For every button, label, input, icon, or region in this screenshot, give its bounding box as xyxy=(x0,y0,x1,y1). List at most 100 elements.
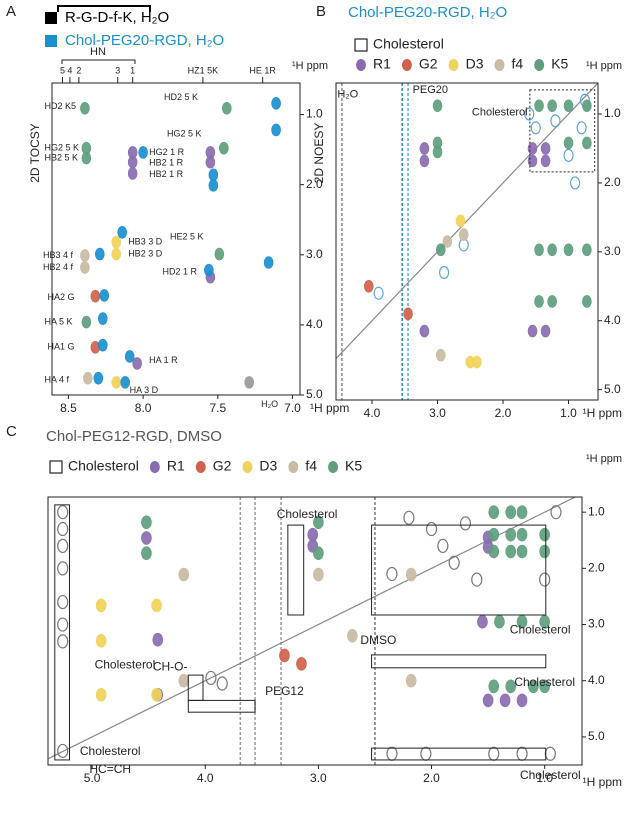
hn-label: HN xyxy=(90,46,106,58)
y-tick-label: 1.0 xyxy=(588,504,605,518)
peak xyxy=(80,261,90,274)
peak xyxy=(386,566,398,582)
y-tick-label: 1.0 xyxy=(306,107,323,121)
peak xyxy=(93,371,104,385)
peak xyxy=(527,154,538,168)
peak xyxy=(152,632,164,647)
peak xyxy=(117,226,128,239)
peak xyxy=(81,315,92,329)
annotation: HA1 G xyxy=(48,342,75,352)
annotation: HA2 G xyxy=(48,292,75,302)
annotation: HD2 5 K xyxy=(164,92,198,102)
peak xyxy=(57,594,69,610)
annotation: HA 5 K xyxy=(45,316,73,326)
annotation: HG2 5 K xyxy=(167,129,202,139)
plot-frame xyxy=(51,82,301,396)
legend-marker xyxy=(49,460,63,474)
peak xyxy=(386,746,398,761)
y-tick-label: 5.0 xyxy=(588,729,605,743)
legend-marker xyxy=(448,59,459,71)
peak xyxy=(524,107,535,121)
peak xyxy=(419,324,430,338)
y-axis-label-right: ¹H ppm xyxy=(586,60,622,72)
legend-label: Cholesterol xyxy=(373,36,444,52)
peak xyxy=(488,505,500,519)
annotation: HB2 4 f xyxy=(43,262,74,272)
peak xyxy=(540,154,551,168)
peak xyxy=(544,746,556,761)
peak xyxy=(432,145,443,159)
peak xyxy=(539,527,550,542)
peak xyxy=(141,546,152,560)
legend-marker xyxy=(45,35,57,47)
y-tick-label: 4.0 xyxy=(588,673,605,687)
peak xyxy=(178,673,190,688)
peak xyxy=(516,746,528,761)
peak xyxy=(208,179,219,192)
peak xyxy=(99,289,110,302)
region-box xyxy=(371,524,547,616)
peak xyxy=(582,99,592,113)
peak xyxy=(472,355,482,369)
peak xyxy=(57,505,69,520)
peak xyxy=(221,101,232,115)
legend-marker xyxy=(401,59,412,71)
x-tick-label: 2.0 xyxy=(495,406,512,420)
legend-marker xyxy=(534,59,545,71)
top-tick-label: HE 1R xyxy=(249,65,276,75)
x-tick-label: 8.5 xyxy=(60,401,77,415)
y-tick-label: 2.0 xyxy=(604,175,621,189)
peak xyxy=(582,295,592,308)
peak xyxy=(576,121,587,135)
y-tick-label: 4.0 xyxy=(604,313,621,327)
annotation: HB2 1 R xyxy=(149,169,184,179)
peak xyxy=(527,324,538,338)
peak xyxy=(80,101,90,115)
annotation: HB2 5 K xyxy=(45,152,79,162)
peak xyxy=(539,572,551,587)
panel-title: Chol-PEG20-RGD, H₂O xyxy=(348,4,507,21)
panel-label: B xyxy=(316,3,326,20)
peak xyxy=(57,538,69,553)
top-tick-label: 1 xyxy=(130,65,135,75)
x-axis-label: ¹H ppm xyxy=(310,401,349,415)
peak xyxy=(534,99,544,113)
legend-marker xyxy=(149,461,160,473)
annotation: HB2 1 R xyxy=(149,157,184,167)
peak xyxy=(363,279,374,293)
peak xyxy=(516,544,528,559)
region-box xyxy=(287,524,305,616)
peak xyxy=(127,167,138,180)
legend-label: Chol-PEG20-RGD, H₂O xyxy=(65,32,224,49)
legend-marker xyxy=(328,461,339,473)
peak xyxy=(57,521,69,537)
y-tick-label: 5.0 xyxy=(604,382,621,396)
y-axis-label-right: ¹H ppm xyxy=(586,453,622,465)
annotation: HC=CH xyxy=(89,762,131,776)
peak xyxy=(435,243,446,257)
peak xyxy=(132,357,142,370)
peak xyxy=(563,148,574,162)
peak xyxy=(419,154,430,168)
plot-area xyxy=(48,497,577,765)
legend-marker xyxy=(195,461,206,473)
peak xyxy=(216,676,228,691)
top-tick-label: 5 xyxy=(60,65,65,75)
panel-label: A xyxy=(6,3,16,20)
peak xyxy=(563,136,574,150)
peak xyxy=(516,505,528,519)
peak xyxy=(547,295,557,308)
peak xyxy=(83,371,93,385)
x-tick-label: 7.0 xyxy=(284,401,301,415)
annotation: PEG12 xyxy=(265,684,304,698)
peak xyxy=(141,515,152,530)
peak xyxy=(141,531,152,545)
x-tick-label: 3.0 xyxy=(310,771,327,785)
peak xyxy=(516,527,528,542)
legend-marker xyxy=(494,59,505,71)
annotation: HD2 K5 xyxy=(45,101,77,111)
peak xyxy=(488,527,500,542)
peak xyxy=(111,235,122,249)
legend-label: D3 xyxy=(259,458,277,474)
